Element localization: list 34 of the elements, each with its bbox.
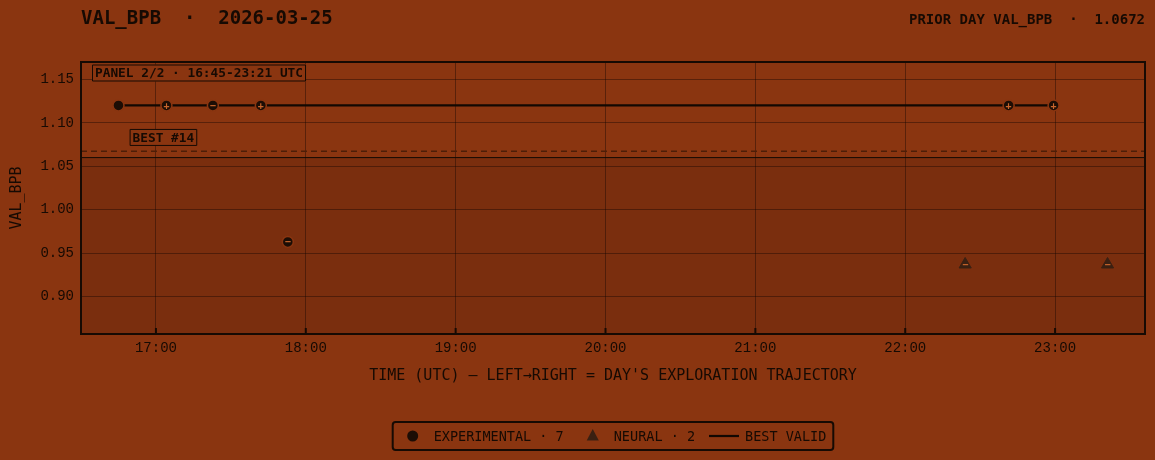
y-tick-label: 1.05: [40, 157, 74, 174]
x-axis-title: TIME (UTC) — LEFT→RIGHT = DAY'S EXPLORATION TRAJECTORY: [369, 365, 857, 384]
data-label: +: [1005, 99, 1012, 111]
y-tick-label: 1.15: [40, 71, 74, 88]
x-tick-label: 23:00: [1034, 340, 1077, 357]
legend-label: EXPERIMENTAL · 7: [433, 427, 564, 444]
y-axis-title: VAL_BPB: [6, 166, 25, 230]
point: [206, 99, 220, 112]
data-label: +: [1050, 99, 1057, 111]
point: [112, 99, 125, 112]
x-tick-label: 17:00: [134, 340, 177, 357]
chart-title: VAL_BPB · 2026-03-25: [81, 5, 333, 29]
y-tick-label: 1.00: [40, 201, 74, 218]
y-tick-label: 0.95: [40, 244, 74, 261]
data-label: −: [1104, 258, 1111, 270]
annotation: PANEL 2/2 · 16:45-23:21 UTC: [95, 65, 304, 81]
data-label: −: [209, 99, 216, 111]
y-tick-label: 1.10: [40, 114, 74, 131]
data-label: −: [284, 235, 291, 247]
data-label: −: [962, 258, 969, 270]
x-tick-label: 22:00: [884, 340, 927, 357]
x-tick-label: 19:00: [434, 340, 477, 357]
x-tick-label: 21:00: [734, 340, 777, 357]
chart-subtitle: PRIOR DAY VAL_BPB · 1.0672: [908, 10, 1145, 28]
legend-label: NEURAL · 2: [613, 427, 696, 444]
x-tick-label: 18:00: [284, 340, 327, 357]
data-label: +: [163, 99, 170, 111]
legend-label: BEST VALID: [745, 427, 827, 444]
point: [958, 256, 972, 269]
data-label: +: [257, 99, 264, 111]
annotation: BEST #14: [132, 129, 195, 145]
y-tick-label: 0.90: [40, 288, 74, 305]
x-tick-label: 20:00: [584, 340, 627, 357]
point: [1100, 256, 1115, 269]
